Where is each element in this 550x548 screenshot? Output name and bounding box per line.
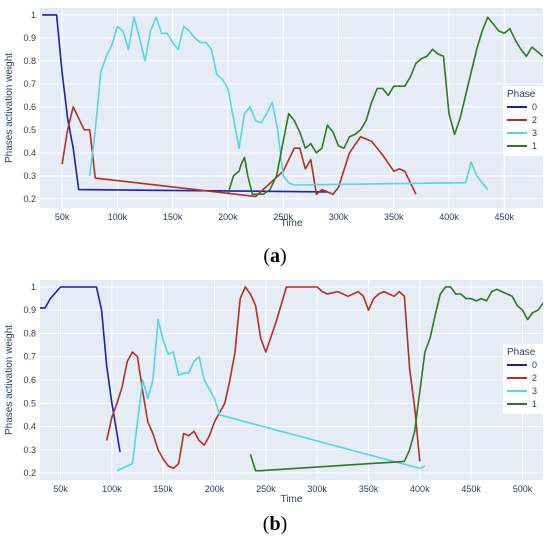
legend-label-2: 2: [532, 115, 537, 125]
x-tick-label: 300k: [329, 212, 349, 222]
series-line-2: [105, 286, 421, 470]
x-tick-label: 100k: [102, 484, 122, 494]
series-group: [42, 14, 543, 198]
series-line-0: [40, 286, 121, 453]
y-tick-label: 0.9: [23, 305, 36, 315]
legend-label-2: 2: [532, 373, 537, 383]
caption-letter: b: [269, 513, 280, 535]
y-tick-label: 0.5: [23, 398, 36, 408]
series-line-0: [42, 14, 328, 193]
panel-caption: (b): [263, 513, 287, 535]
y-tick-label: 0.7: [23, 352, 36, 362]
series-line-3: [116, 318, 426, 472]
x-tick-label: 350k: [384, 212, 404, 222]
y-tick-label: 0.6: [23, 102, 36, 112]
legend-label-0: 0: [532, 102, 537, 112]
series-line-2: [61, 106, 417, 198]
x-tick-label: 400k: [410, 484, 430, 494]
y-tick-label: 0.3: [23, 445, 36, 455]
y-tick-label: 1: [31, 282, 36, 292]
legend-label-1: 1: [532, 141, 537, 151]
series-group: [40, 286, 543, 472]
y-tick-label: 0.4: [23, 422, 36, 432]
legend-title: Phase: [507, 89, 536, 100]
x-tick-label: 150k: [163, 212, 183, 222]
x-tick-label: 450k: [461, 484, 481, 494]
caption-close: ): [280, 245, 287, 267]
x-tick-label: 100k: [108, 212, 128, 222]
x-tick-label: 300k: [307, 484, 327, 494]
y-tick-label: 0.6: [23, 375, 36, 385]
x-tick-label: 150k: [153, 484, 173, 494]
legend-label-0: 0: [532, 360, 537, 370]
plot-area: [40, 8, 543, 208]
y-tick-label: 0.5: [23, 125, 36, 135]
x-tick-label: 350k: [359, 484, 379, 494]
y-tick-label: 0.3: [23, 171, 36, 181]
legend-title: Phase: [507, 347, 536, 358]
y-tick-label: 0.4: [23, 148, 36, 158]
y-tick-label: 0.9: [23, 33, 36, 43]
x-tick-label: 50k: [55, 212, 70, 222]
y-tick-label: 0.7: [23, 79, 36, 89]
legend: Phase 0 2 3 1: [503, 86, 547, 156]
legend-label-3: 3: [532, 386, 537, 396]
x-tick-label: 450k: [495, 212, 515, 222]
caption-close: ): [281, 513, 288, 535]
series-line-3: [88, 16, 489, 191]
y-tick-label: 0.8: [23, 328, 36, 338]
x-tick-label: 200k: [205, 484, 225, 494]
y-tick-label: 0.8: [23, 56, 36, 66]
caption-open: (: [263, 513, 270, 535]
y-tick-label: 0.2: [23, 468, 36, 478]
x-tick-label: 250k: [256, 484, 276, 494]
legend-label-1: 1: [532, 399, 537, 409]
x-tick-label: 50k: [53, 484, 68, 494]
y-axis-title: Phases activation weight: [4, 53, 15, 163]
x-tick-label: 500k: [513, 484, 533, 494]
y-tick-label: 0.2: [23, 194, 36, 204]
chart-panel-b: 0.2 0.3 0.4 0.5 0.6 0.7 0.8 0.9 1 50k 100k 150k 200k…: [0, 272, 550, 543]
x-tick-label: 250k: [273, 212, 293, 222]
y-tick-label: 1: [31, 10, 36, 20]
panel-caption: (a): [263, 245, 286, 267]
x-axis-title: Time: [281, 218, 303, 229]
x-tick-label: 200k: [218, 212, 238, 222]
legend: Phase 0 2 3 1: [503, 344, 547, 414]
y-axis-title: Phases activation weight: [4, 325, 15, 435]
series-line-1: [249, 286, 543, 472]
x-tick-label: 400k: [439, 212, 459, 222]
series-line-1: [227, 16, 543, 195]
caption-letter: a: [270, 245, 280, 267]
caption-open: (: [263, 245, 270, 267]
x-axis-title: Time: [281, 494, 303, 505]
chart-panel-a: 0.2 0.3 0.4 0.5 0.6 0.7 0.8 0.9 1 50k 100k 150k 200k…: [0, 0, 550, 272]
legend-label-3: 3: [532, 128, 537, 138]
